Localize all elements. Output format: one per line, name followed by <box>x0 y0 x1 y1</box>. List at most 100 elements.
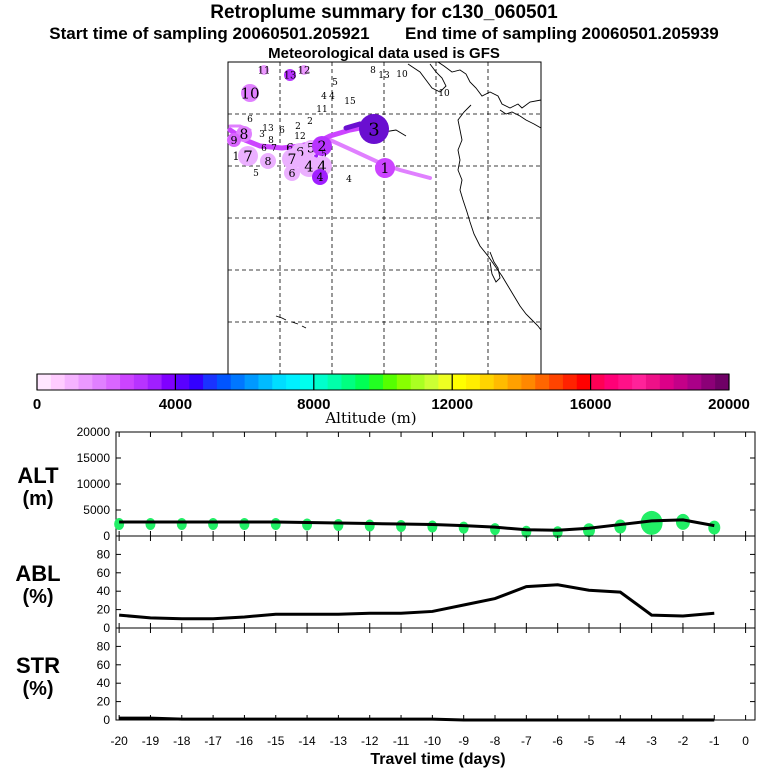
alt-spread-marker <box>427 520 438 533</box>
colorbar-cell <box>493 374 508 390</box>
colorbar-cell <box>424 374 439 390</box>
met-data-label: Meteorological data used is GFS <box>268 45 500 62</box>
alt-spread-marker <box>582 523 595 538</box>
alt-ytick-label: 20000 <box>77 425 111 439</box>
time-series-panels: 05000100001500020000ALT(m)020406080ABL(%… <box>15 425 756 768</box>
colorbar-cell <box>92 374 107 390</box>
colorbar-tick-label: 8000 <box>297 396 330 413</box>
colorbar-cell <box>396 374 412 390</box>
alt-panel: 0 5000 10000 15000 20000 ALT(m) <box>17 425 756 543</box>
abl-label-bottom: (%) <box>22 586 53 608</box>
alt-spread-marker <box>614 519 627 534</box>
alt-spread-marker <box>490 523 501 536</box>
trajectory-day-label: 13 <box>284 71 297 82</box>
trajectory-day-label: 6 <box>261 144 267 154</box>
abl-ytick-label: 40 <box>97 584 111 598</box>
trajectory-day-label: 15 <box>344 97 356 107</box>
xaxis-tick-label: -14 <box>298 734 316 748</box>
alt-ytick-label: 0 <box>103 529 110 543</box>
trajectory-day-label: 1 <box>233 150 240 163</box>
colorbar-tick-label: 0 <box>33 396 41 413</box>
xaxis-tick-label: -13 <box>330 734 348 748</box>
colorbar-cell <box>299 374 315 390</box>
xaxis-tick-label: -9 <box>458 734 469 748</box>
str-ytick-label: 80 <box>97 639 111 653</box>
trajectory-day-label: 13 <box>262 124 274 134</box>
alt-label-bottom: (m) <box>22 488 53 510</box>
trajectory-day-label: 2 <box>295 122 301 132</box>
trajectory-marker-circle <box>260 153 276 169</box>
str-series-line <box>119 716 715 722</box>
trajectory-day-label: 3 <box>259 130 265 140</box>
end-time-label: End time of sampling 20060501.205939 <box>405 24 719 43</box>
xaxis-tick-label: 0 <box>742 734 749 748</box>
alt-spread-marker <box>176 517 187 530</box>
xaxis-tick-label: -17 <box>204 734 222 748</box>
alt-ytick-label: 10000 <box>77 477 111 491</box>
alt-spread-marker <box>458 521 469 534</box>
trajectory-marker-circle <box>282 149 302 169</box>
colorbar-tick-label: 16000 <box>570 396 612 413</box>
trajectory-day-label: 7 <box>288 152 297 168</box>
xaxis-tick-label: -7 <box>521 734 532 748</box>
trajectory-day-label: 5 <box>307 142 315 157</box>
xaxis-tick-label: -11 <box>393 734 410 748</box>
alt-ytick-label: 5000 <box>83 503 110 517</box>
xaxis-tick-label: -12 <box>361 734 379 748</box>
trajectory-day-label: 12 <box>298 66 311 77</box>
colorbar-cell <box>313 374 329 390</box>
colorbar-cell <box>216 374 232 390</box>
xaxis-tick-label: -18 <box>173 734 191 748</box>
trajectory-map: 1011121358131010441511622136831298676652… <box>227 61 542 375</box>
trajectory-day-label: 9 <box>231 134 238 147</box>
colorbar-cell <box>120 374 135 390</box>
trajectory-day-label: 6 <box>247 115 253 125</box>
abl-ytick-label: 0 <box>103 621 110 635</box>
xaxis-tick-label: -16 <box>236 734 254 748</box>
colorbar-cells <box>37 374 730 390</box>
trajectory-day-label: 6 <box>279 126 285 136</box>
alt-spread-marker <box>302 518 313 531</box>
trajectory-day-label: 8 <box>265 155 272 168</box>
colorbar-cell <box>175 374 190 390</box>
alt-spread-marker <box>708 520 721 535</box>
colorbar-cell <box>645 374 661 390</box>
xaxis-title: Travel time (days) <box>370 751 505 768</box>
colorbar-cell <box>244 374 259 390</box>
abl-ytick-label: 80 <box>97 547 111 561</box>
colorbar-cell <box>106 374 121 390</box>
trajectory-marker-circle <box>227 133 241 147</box>
trajectory-day-label: 6 <box>286 141 294 155</box>
alt-spread-marker <box>208 517 219 530</box>
altitude-colorbar: 0 4000 8000 12000 16000 20000 Altitude (m) <box>33 373 750 427</box>
trajectory-marker-circle <box>299 65 309 75</box>
trajectory-marker-circle <box>312 136 332 156</box>
colorbar-cell <box>562 374 578 390</box>
trajectory-day-label: 4 <box>317 157 327 175</box>
trajectory-marker-circle <box>259 65 269 75</box>
alt-series-line <box>119 518 715 532</box>
colorbar-cell <box>133 374 149 390</box>
xaxis-tick-label: -1 <box>709 734 720 748</box>
alt-spread-marker <box>114 517 125 530</box>
xaxis-tick-label: -4 <box>615 734 626 748</box>
trajectory-marker-circle <box>359 114 389 144</box>
alt-spread-marker <box>675 513 690 530</box>
colorbar-cell <box>604 374 619 390</box>
colorbar-cell <box>590 374 605 390</box>
str-ytick-label: 40 <box>97 676 111 690</box>
colorbar-cell <box>687 374 702 390</box>
str-label-top: STR <box>16 653 60 678</box>
xaxis-tick-label: -20 <box>110 734 128 748</box>
colorbar-cell <box>632 374 647 390</box>
str-frame <box>115 627 756 721</box>
trajectory-day-label: 12 <box>294 132 305 142</box>
trajectory-day-label: 7 <box>243 147 253 165</box>
abl-panel: 0 20 40 60 80 ABL(%) <box>15 535 756 635</box>
trajectory-day-label: 10 <box>438 89 450 99</box>
alt-spread-marker <box>396 520 407 533</box>
trajectory-day-label: 4 <box>329 92 335 102</box>
colorbar-cell <box>37 374 52 390</box>
colorbar-cell <box>272 374 287 390</box>
alt-label-top: ALT <box>17 463 59 488</box>
